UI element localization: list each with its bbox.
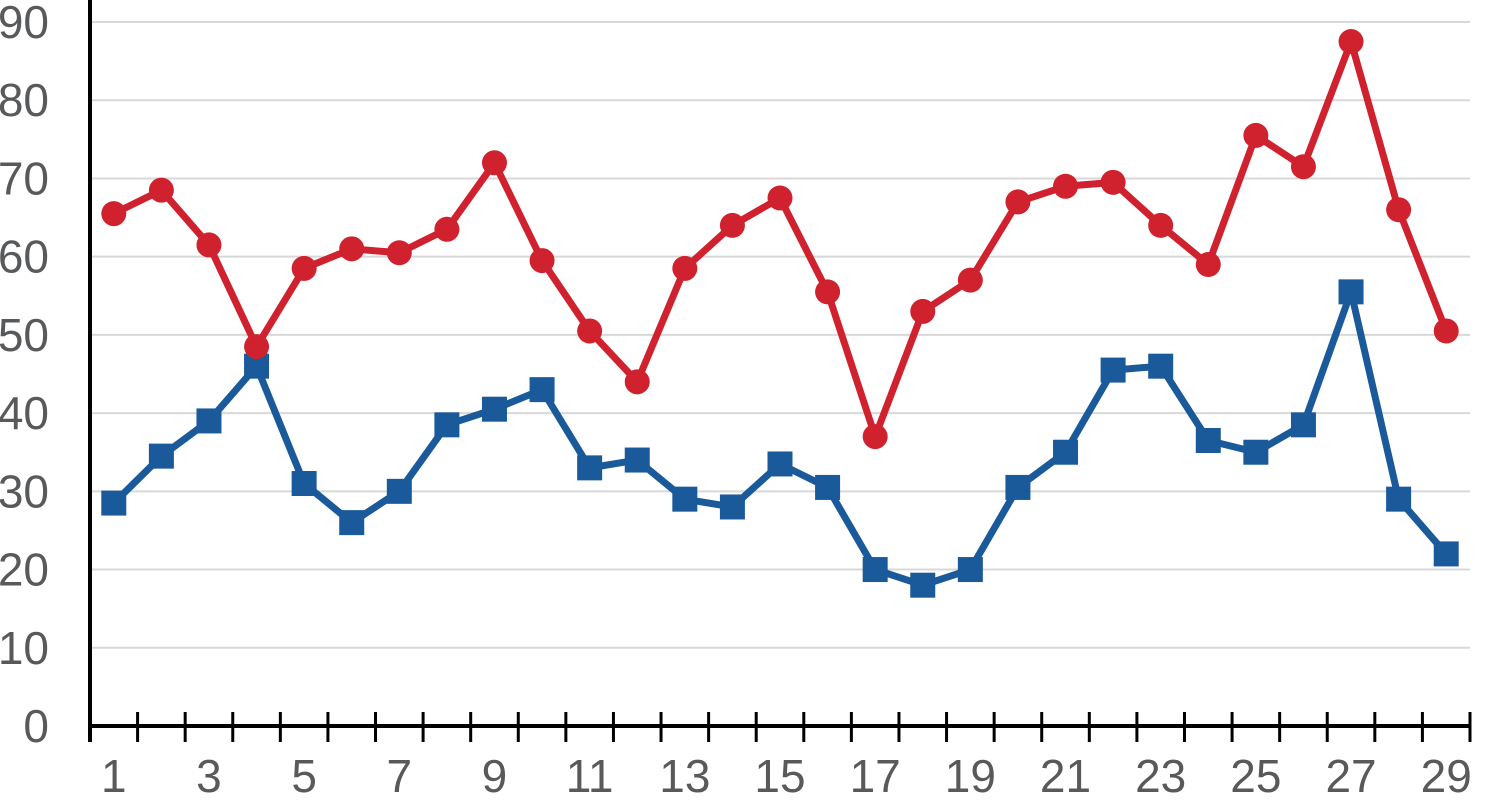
blue-series-marker bbox=[481, 396, 507, 422]
red-series-marker bbox=[957, 267, 983, 293]
x-axis-label: 11 bbox=[566, 750, 614, 802]
blue-series-marker bbox=[577, 455, 603, 481]
blue-series-marker bbox=[339, 510, 365, 536]
red-series-marker bbox=[339, 236, 365, 262]
blue-series-marker bbox=[101, 490, 127, 516]
axes bbox=[88, 0, 1470, 742]
red-series-marker bbox=[1148, 212, 1174, 238]
red-series-marker bbox=[577, 318, 603, 344]
blue-series-marker bbox=[386, 478, 412, 504]
y-axis-label: 20 bbox=[0, 544, 49, 596]
blue-series-marker bbox=[1005, 474, 1031, 500]
blue-series-marker bbox=[1433, 541, 1459, 567]
y-axis-label: 0 bbox=[23, 700, 49, 752]
red-series-marker bbox=[815, 279, 841, 305]
x-axis-label: 17 bbox=[850, 750, 901, 802]
red-series-marker bbox=[1290, 154, 1316, 180]
red-series-marker bbox=[148, 177, 174, 203]
x-axis-labels: 1 3 5 7 9 11 13 15 17 19 21 23 25 27 29 bbox=[101, 750, 1472, 802]
x-axis-label: 3 bbox=[196, 750, 222, 802]
red-series-marker bbox=[1005, 189, 1031, 215]
y-axis-labels: 0 10 20 30 40 50 60 70 80 90 bbox=[0, 0, 49, 752]
red-series-marker bbox=[910, 298, 936, 324]
blue-series-marker bbox=[196, 408, 222, 434]
x-axis-label: 27 bbox=[1325, 750, 1376, 802]
y-axis-label: 70 bbox=[0, 152, 49, 204]
y-axis-label: 60 bbox=[0, 231, 49, 283]
x-axis-label: 25 bbox=[1230, 750, 1281, 802]
blue-series-marker bbox=[434, 412, 460, 438]
blue-series-marker bbox=[148, 443, 174, 469]
blue-series-marker bbox=[767, 451, 793, 477]
red-series-marker bbox=[672, 255, 698, 281]
red-series-marker bbox=[529, 248, 555, 274]
red-series-marker bbox=[481, 150, 507, 176]
blue-series-marker bbox=[672, 486, 698, 512]
x-axis-label: 5 bbox=[291, 750, 317, 802]
x-axis-label: 9 bbox=[482, 750, 508, 802]
red-series-group bbox=[101, 29, 1459, 450]
blue-series-marker bbox=[1386, 486, 1412, 512]
blue-series-marker bbox=[957, 557, 983, 583]
x-axis-label: 15 bbox=[754, 750, 805, 802]
x-axis-ticks bbox=[88, 712, 1472, 742]
red-series-marker bbox=[291, 255, 317, 281]
x-axis-label: 23 bbox=[1135, 750, 1186, 802]
x-axis-label: 21 bbox=[1040, 750, 1091, 802]
red-series-marker bbox=[1338, 29, 1364, 55]
blue-series-marker bbox=[1148, 353, 1174, 379]
y-axis-label: 30 bbox=[0, 465, 49, 517]
red-series-marker bbox=[196, 232, 222, 258]
red-series-marker bbox=[1053, 173, 1079, 199]
red-series-marker bbox=[767, 185, 793, 211]
red-series-marker bbox=[624, 369, 650, 395]
blue-series-marker bbox=[529, 377, 555, 403]
blue-series-marker bbox=[719, 494, 745, 520]
x-axis-label: 29 bbox=[1421, 750, 1472, 802]
blue-series-marker bbox=[1053, 439, 1079, 465]
x-axis-label: 13 bbox=[659, 750, 710, 802]
blue-series-marker bbox=[862, 557, 888, 583]
blue-series-marker bbox=[910, 572, 936, 598]
red-series-marker bbox=[862, 424, 888, 450]
blue-series-marker bbox=[1100, 357, 1126, 383]
red-series-marker bbox=[101, 201, 127, 227]
red-series-marker bbox=[386, 240, 412, 266]
red-series-marker bbox=[1433, 318, 1459, 344]
red-series-marker bbox=[719, 212, 745, 238]
gridlines bbox=[92, 21, 1470, 649]
red-series-marker bbox=[1386, 197, 1412, 223]
y-axis-label: 40 bbox=[0, 387, 49, 439]
blue-series-marker bbox=[624, 447, 650, 473]
blue-series-marker bbox=[1290, 412, 1316, 438]
x-axis-label: 7 bbox=[387, 750, 413, 802]
red-series-marker bbox=[1100, 169, 1126, 195]
blue-series-marker bbox=[815, 474, 841, 500]
blue-series-group bbox=[101, 279, 1459, 598]
x-axis-label: 1 bbox=[101, 750, 127, 802]
blue-series-marker bbox=[291, 471, 317, 497]
red-series-marker bbox=[434, 216, 460, 242]
red-series-marker bbox=[244, 334, 270, 360]
red-series-marker bbox=[1243, 122, 1269, 148]
y-axis-label: 10 bbox=[0, 622, 49, 674]
y-axis-label: 50 bbox=[0, 309, 49, 361]
red-series-marker bbox=[1195, 251, 1221, 277]
blue-series-marker bbox=[1195, 427, 1221, 453]
blue-series-marker bbox=[1243, 439, 1269, 465]
y-axis-label: 80 bbox=[0, 74, 49, 126]
x-axis-label: 19 bbox=[945, 750, 996, 802]
blue-series-marker bbox=[1338, 279, 1364, 305]
y-axis-label: 90 bbox=[0, 0, 49, 48]
